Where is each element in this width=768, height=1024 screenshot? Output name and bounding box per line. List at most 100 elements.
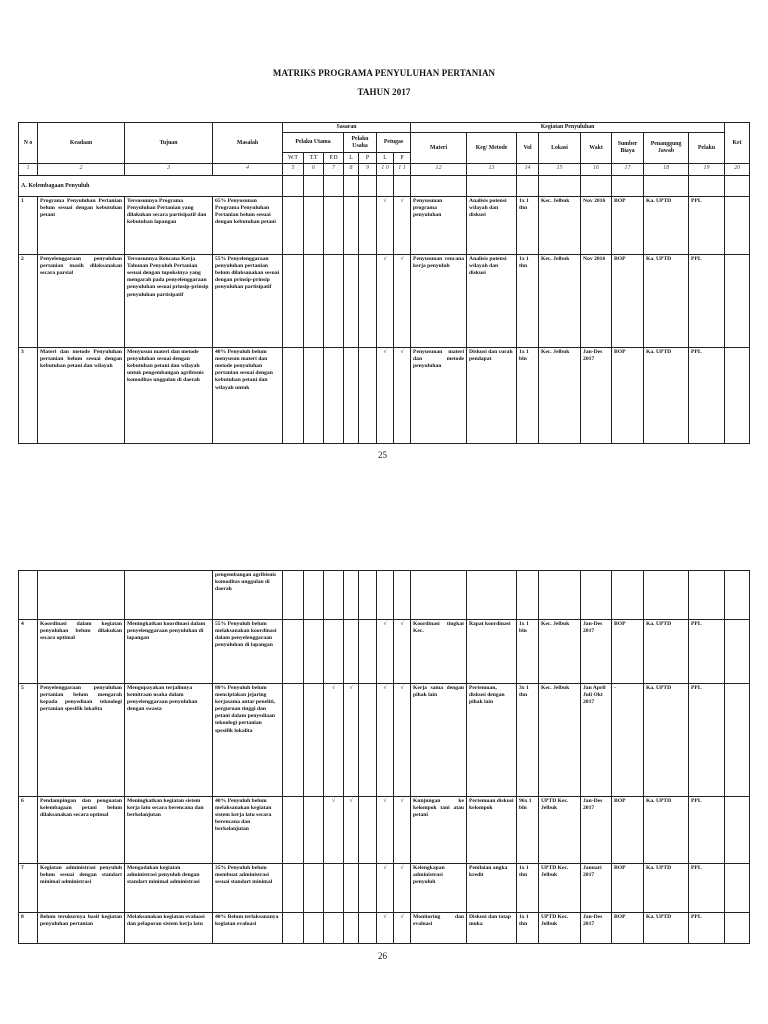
check-mark-icon: √ — [376, 912, 394, 944]
cell-tujuan: Tersusunnya Programa Penyuluhan Pertania… — [124, 196, 213, 256]
cell-materi: Kerja sama dengan pihak lain — [410, 683, 467, 797]
cell-tujuan: Mengupayakan terjalinnya kemitraan usaha… — [124, 683, 213, 797]
column-number: 19 — [688, 163, 726, 177]
cell-no: 6 — [18, 796, 38, 864]
cell-lokasi: Kec. Jelbuk — [538, 196, 582, 256]
cell-pelaku: PPL — [688, 683, 725, 797]
check-mark-icon: √ — [392, 347, 412, 445]
cell-empty — [282, 196, 304, 256]
header-keadaan: Keadaan — [37, 121, 125, 165]
cell-no: 1 — [18, 196, 38, 256]
cell-materi: Penyusunan materi dan metode penyuluhan — [410, 347, 468, 445]
cell-pj: Ka. UPTD — [643, 912, 689, 944]
column-number: 2 — [37, 163, 125, 177]
cell-empty — [303, 254, 324, 349]
cell-keadaan: Programa Penyuluhan Pertanian belum sesu… — [37, 196, 125, 256]
cell-keadaan: Materi dan metode Penyuluhan pertanian b… — [37, 347, 125, 445]
cell-vol: 1x 1 thn — [516, 912, 539, 944]
table-row: 7 Kegiatan administrasi penyuluh belum se… — [18, 863, 750, 913]
table-row: 6 Pendampingan dan penguatan kelembagaan … — [18, 796, 750, 864]
document-title: MATRIKS PROGRAMA PENYULUHAN PERTANIAN — [272, 68, 496, 78]
cell-metode: Diskusi dan curah pendapat — [466, 347, 518, 445]
cell-masalah: 40% Penyuluh belum melaksanakan kegiatan… — [212, 796, 283, 864]
cell-keadaan: Penyelenggaraan penyuluhan pertanian bel… — [37, 683, 125, 797]
check-mark-icon: √ — [343, 796, 359, 864]
cell-materi: Penyusunan programa penyuluhan — [410, 196, 468, 256]
column-number: 16 — [580, 163, 613, 177]
cell-empty — [282, 347, 304, 445]
column-number: 1 1 — [392, 163, 412, 177]
programa-matrix-table-continued: pengembangan agribisnis komoditas unggul… — [18, 570, 750, 944]
cell-waktu: Januari 2017 — [580, 863, 612, 913]
header-pelaku-usaha: Pelaku Usaha — [343, 132, 377, 154]
cell-keadaan: Belum terukurnya hasil kegiatan penyuluh… — [37, 912, 125, 944]
cell-empty — [343, 912, 359, 944]
cell-keadaan: Kegiatan administrasi penyuluh belum ses… — [37, 863, 125, 913]
cell-tujuan — [124, 570, 213, 620]
cell-lokasi: Kec. Jelbuk — [538, 683, 581, 797]
cell-empty — [358, 796, 377, 864]
cell-empty — [282, 683, 304, 797]
header-sub-3: L — [343, 152, 359, 165]
cell-no: 2 — [18, 254, 38, 349]
cell-lokasi: UPTD Kec. Jelbuk — [538, 796, 581, 864]
cell-pelaku: PPL — [688, 912, 725, 944]
header-metode: Keg/ Metode — [466, 132, 518, 165]
header-petugas: Petugas — [375, 132, 412, 154]
column-number: 13 — [466, 163, 518, 177]
cell-pj: Ka. UPTD — [643, 347, 690, 445]
cell-pj: Ka. UPTD — [643, 683, 689, 797]
programa-matrix-table: N o Keadaan Tujuan Masalah Sasaran Kegia… — [18, 121, 751, 445]
cell-tujuan: Mengadakan kegiatan administrasi penyulu… — [124, 863, 213, 913]
check-mark-icon: √ — [392, 254, 412, 349]
cell-materi: Kunjungan ke kelompok tani atau petani — [410, 796, 467, 864]
table-row: 8 Belum terukurnya hasil kegiatan penyulu… — [18, 912, 750, 944]
cell-metode: Rapat koordinasi — [466, 619, 517, 684]
cell-empty — [358, 254, 377, 349]
cell-empty — [282, 912, 304, 944]
cell-tujuan: Meningkatkan kegiatan sistem kerja latu … — [124, 796, 213, 864]
cell-tujuan: Menyusun materi dan metode penyuluhan se… — [124, 347, 213, 445]
cell-keadaan: Pendampingan dan penguatan kelembagaan p… — [37, 796, 125, 864]
cell-pelaku: PPL — [688, 254, 726, 349]
cell-empty — [303, 796, 324, 864]
cell-metode — [466, 570, 517, 620]
cell-materi — [410, 570, 467, 620]
check-mark-icon: √ — [343, 683, 359, 797]
header-pelaku: Pelaku — [688, 132, 726, 165]
cell-tujuan: Melaksanakan kegiatan evaluasi dan pelap… — [124, 912, 213, 944]
cell-metode: Diskusi dan tatap muka — [466, 912, 517, 944]
check-mark-icon: √ — [376, 196, 394, 256]
cell-biaya: BOP — [611, 912, 644, 944]
cell-empty — [358, 863, 377, 913]
cell-pj — [643, 570, 689, 620]
cell-empty — [358, 196, 377, 256]
cell-empty — [282, 863, 304, 913]
cell-ket — [724, 254, 751, 349]
document-subtitle: TAHUN 2017 — [357, 87, 411, 97]
cell-materi: Monitoring dan evaluasi — [410, 912, 467, 944]
cell-masalah: 35% Penyuluh belum membuat administrasi … — [212, 863, 283, 913]
column-number: 9 — [358, 163, 377, 177]
column-number: 8 — [343, 163, 359, 177]
header-ket: Ket — [724, 121, 751, 165]
cell-empty — [282, 619, 304, 684]
cell-metode: Pertemuan, diskusi dengan pihak lain — [466, 683, 517, 797]
cell-no: 4 — [18, 619, 38, 684]
check-mark-icon: √ — [323, 796, 344, 864]
cell-biaya: BOP — [611, 619, 644, 684]
cell-masalah: 65% Penyusunan Programa Penyuluhan Perta… — [212, 196, 283, 256]
cell-empty — [358, 570, 377, 620]
cell-masalah: pengembangan agribisnis komoditas unggul… — [212, 570, 283, 620]
cell-ket — [724, 683, 750, 797]
cell-tujuan: Meningkatkan koordinasi dalam penyelengg… — [124, 619, 213, 684]
table-row: pengembangan agribisnis komoditas unggul… — [18, 570, 750, 620]
header-penanggung-jawab: Penanggung Jawab — [643, 132, 690, 165]
cell-pj: Ka. UPTD — [643, 196, 690, 256]
header-masalah: Masalah — [212, 121, 283, 165]
header-vol: Vol — [516, 132, 540, 165]
cell-vol: 3x 1 thn — [516, 683, 539, 797]
cell-pj: Ka. UPTD — [643, 619, 689, 684]
cell-vol: 1x 1 thn — [516, 254, 540, 349]
section-a-label: A. Kelembagaan Penyuluh — [18, 175, 283, 198]
